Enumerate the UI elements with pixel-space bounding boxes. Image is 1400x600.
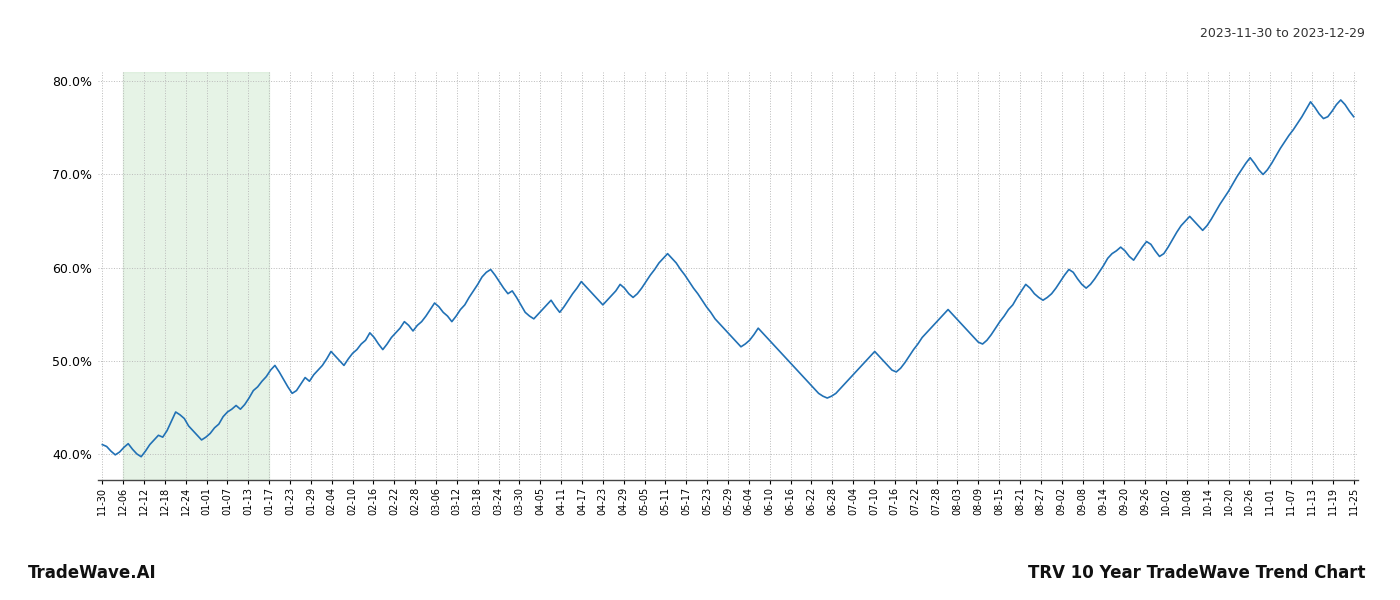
- Text: TRV 10 Year TradeWave Trend Chart: TRV 10 Year TradeWave Trend Chart: [1028, 564, 1365, 582]
- Text: TradeWave.AI: TradeWave.AI: [28, 564, 157, 582]
- Text: 2023-11-30 to 2023-12-29: 2023-11-30 to 2023-12-29: [1200, 27, 1365, 40]
- Bar: [123, 72, 269, 480]
